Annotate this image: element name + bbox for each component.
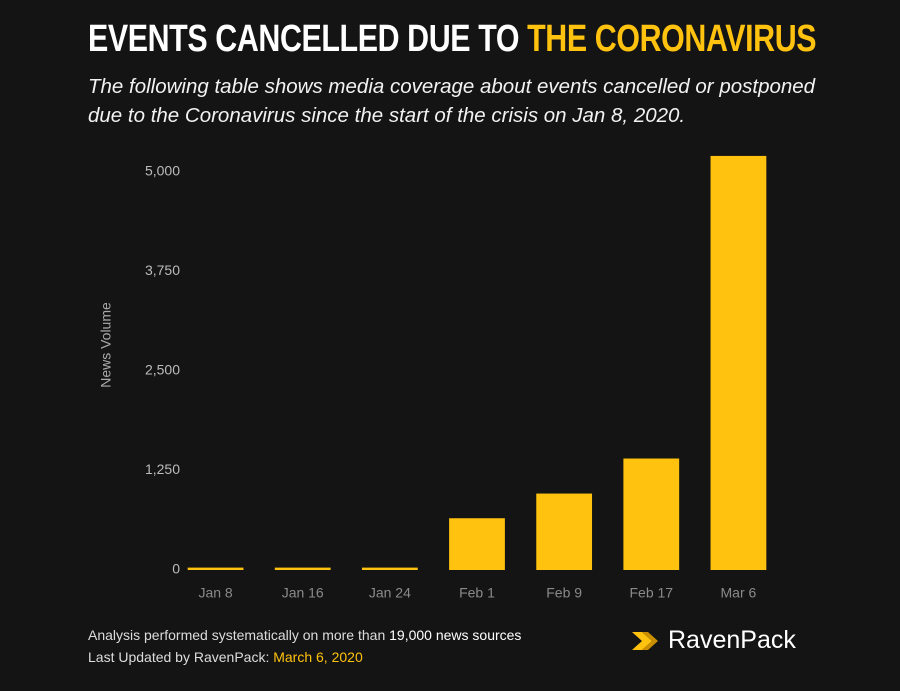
footer-line: Last Updated by RavenPack: March 6, 2020: [88, 646, 521, 668]
y-tick-label: 5,000: [145, 163, 180, 179]
bar: [361, 567, 418, 570]
bar: [449, 518, 505, 570]
y-axis-label: News Volume: [98, 302, 114, 388]
footer-line: Analysis performed systematically on mor…: [88, 624, 521, 646]
x-tick-label: Jan 16: [282, 585, 324, 601]
title-highlight: THE CORONAVIRUS: [527, 18, 817, 60]
logo-text: RavenPack: [668, 626, 796, 654]
bar: [187, 567, 244, 570]
x-tick-label: Jan 8: [198, 585, 232, 601]
bar: [274, 567, 331, 570]
x-tick-label: Mar 6: [721, 585, 757, 601]
footer-highlight: March 6, 2020: [273, 649, 363, 665]
y-tick-label: 1,250: [145, 461, 180, 477]
x-tick-label: Feb 17: [629, 585, 673, 601]
x-tick-label: Jan 24: [369, 585, 411, 601]
logo: RavenPack: [632, 626, 796, 655]
footer-highlight: 19,000 news sources: [389, 627, 522, 643]
x-tick-label: Feb 9: [546, 585, 582, 601]
title-text: EVENTS CANCELLED DUE TO: [88, 18, 520, 60]
footer-text: Last Updated by RavenPack:: [88, 649, 270, 665]
footer: Analysis performed systematically on mor…: [88, 624, 521, 668]
footer-text: Analysis performed systematically on mor…: [88, 627, 386, 643]
bar: [536, 493, 593, 570]
bar: [710, 155, 767, 571]
bar: [623, 458, 680, 570]
x-tick-label: Feb 1: [459, 585, 495, 601]
y-tick-label: 3,750: [145, 262, 180, 278]
title: EVENTS CANCELLED DUE TO THE CORONAVIRUS: [88, 18, 817, 61]
logo-icon: [632, 631, 658, 650]
y-tick-label: 2,500: [145, 362, 180, 378]
y-tick-label: 0: [172, 561, 180, 577]
subtitle: The following table shows media coverage…: [88, 75, 816, 127]
